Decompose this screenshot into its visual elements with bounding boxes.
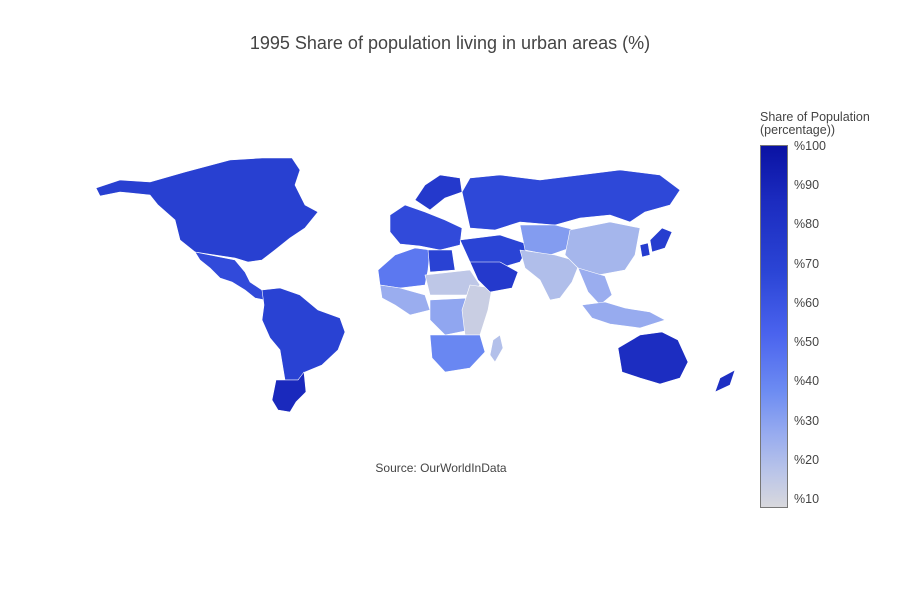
region-south-america[interactable] (261, 287, 346, 381)
colorbar-tick: %60 (794, 296, 820, 310)
region-saudi-arabia[interactable] (469, 261, 519, 293)
region-west-africa[interactable] (379, 284, 431, 316)
colorbar-tick: %50 (794, 335, 820, 349)
chart-title: 1995 Share of population living in urban… (249, 33, 651, 53)
source-note: Source: OurWorldInData (375, 461, 507, 475)
colorbar-title: Share of Population (percentage)) (760, 111, 870, 137)
colorbar-tick: %80 (794, 217, 820, 231)
colorbar-tick: %20 (794, 453, 820, 467)
region-indonesia[interactable] (581, 301, 666, 329)
region-korea[interactable] (639, 242, 651, 258)
colorbar-tick: %10 (794, 492, 820, 506)
region-libya[interactable] (427, 249, 456, 273)
region-japan[interactable] (649, 227, 673, 253)
region-scandinavia[interactable] (414, 174, 463, 211)
region-australia[interactable] (617, 331, 689, 385)
region-russia[interactable] (461, 169, 681, 231)
region-southeast-asia[interactable] (577, 267, 613, 306)
colorbar-tick: %70 (794, 257, 820, 271)
colorbar (760, 145, 788, 508)
region-argentina-chile[interactable] (271, 371, 307, 413)
colorbar-title-line1: Share of Population (760, 110, 870, 124)
colorbar-tick: %100 (794, 139, 826, 153)
colorbar-tick: %90 (794, 178, 820, 192)
region-southern-africa[interactable] (429, 334, 486, 373)
region-north-america[interactable] (95, 157, 319, 263)
region-new-zealand[interactable] (714, 369, 736, 393)
region-europe[interactable] (389, 204, 463, 251)
region-south-asia[interactable] (519, 249, 581, 301)
colorbar-title-line2: (percentage)) (760, 123, 836, 137)
region-north-africa[interactable] (377, 247, 431, 289)
region-madagascar[interactable] (489, 334, 504, 363)
region-china[interactable] (564, 221, 641, 276)
region-central-africa[interactable] (429, 297, 471, 336)
region-mexico-central-america[interactable] (194, 251, 266, 301)
colorbar-tick: %30 (794, 414, 820, 428)
colorbar-tick: %40 (794, 374, 820, 388)
